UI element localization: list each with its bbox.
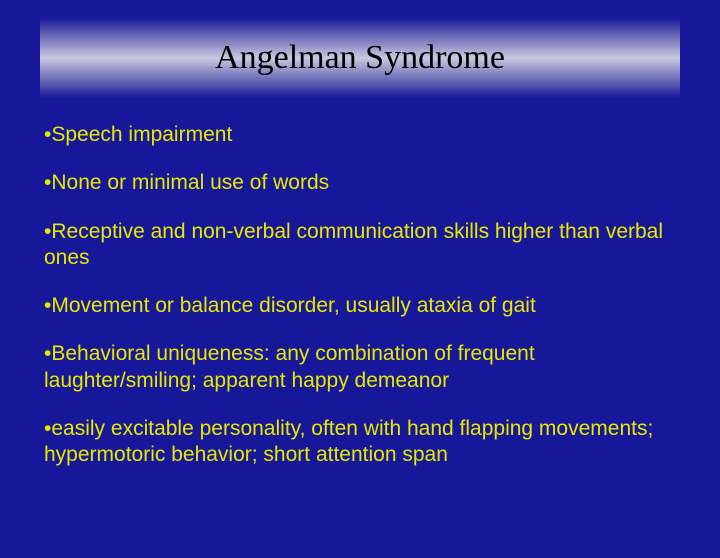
bullet-text: None or minimal use of words [51, 171, 329, 194]
slide-title: Angelman Syndrome [215, 39, 505, 77]
bullet-text: Movement or balance disorder, usually at… [51, 294, 535, 317]
bullet-text: easily excitable personality, often with… [44, 417, 653, 466]
bullet-item: •None or minimal use of words [44, 170, 676, 196]
bullet-item: •Receptive and non-verbal communication … [44, 219, 676, 272]
title-box: Angelman Syndrome [40, 18, 680, 98]
bullet-text: Receptive and non-verbal communication s… [44, 220, 663, 269]
bullet-item: •Speech impairment [44, 122, 676, 148]
content-area: •Speech impairment •None or minimal use … [0, 98, 720, 468]
bullet-text: Speech impairment [51, 123, 232, 146]
bullet-text: Behavioral uniqueness: any combination o… [44, 342, 535, 391]
bullet-item: •easily excitable personality, often wit… [44, 416, 676, 469]
bullet-item: •Behavioral uniqueness: any combination … [44, 341, 676, 394]
bullet-item: •Movement or balance disorder, usually a… [44, 293, 676, 319]
